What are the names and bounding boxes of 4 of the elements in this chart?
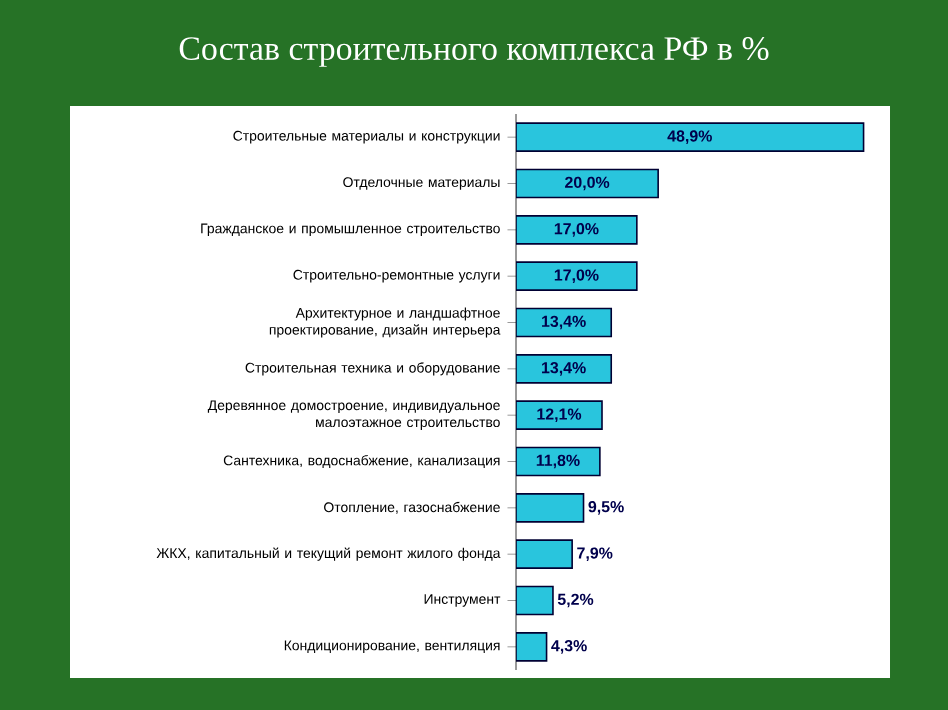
bar bbox=[516, 585, 554, 616]
bar bbox=[516, 122, 865, 152]
chart-title: Состав строительного комплекса РФ в % bbox=[179, 37, 769, 67]
bar bbox=[516, 493, 585, 523]
